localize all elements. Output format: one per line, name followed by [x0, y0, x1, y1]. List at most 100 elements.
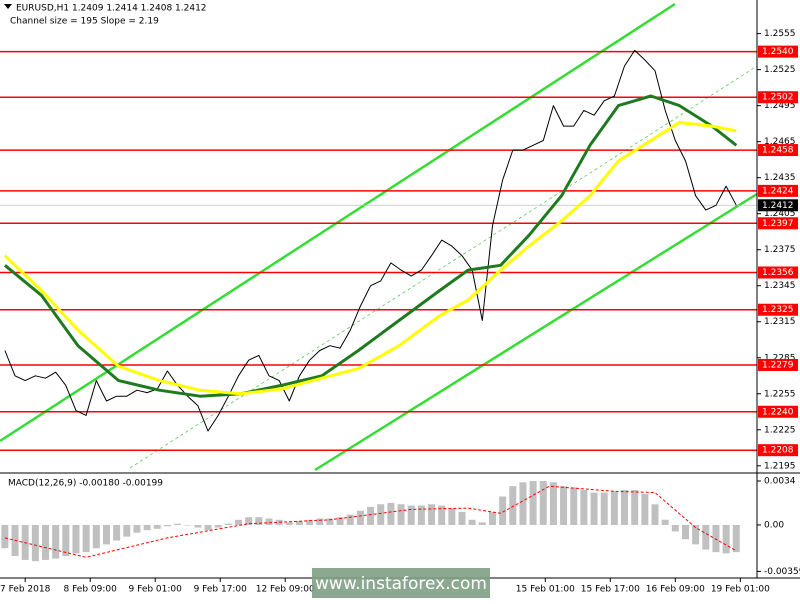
level-label-box [758, 217, 798, 230]
macd-title: MACD(12,26,9) -0.00180 -0.00199 [8, 479, 163, 489]
current-price-box [758, 199, 798, 212]
x-tick-label: 9 Feb 01:00 [129, 585, 183, 595]
histogram-bar [610, 491, 618, 525]
level-label: 1.2424 [762, 186, 794, 196]
histogram-bar [722, 524, 730, 554]
histogram-bar [712, 524, 720, 553]
histogram-bar [428, 504, 436, 525]
level-label-box [758, 184, 798, 197]
histogram-bar [123, 524, 131, 537]
level-label-box [758, 45, 798, 58]
histogram-bar [387, 502, 395, 525]
histogram-bar [265, 518, 273, 525]
y-tick-label: 1.2405 [764, 209, 796, 219]
histogram-bar [671, 524, 679, 532]
histogram-bar [346, 514, 354, 525]
histogram-bar [448, 508, 456, 525]
histogram-bar [82, 524, 90, 553]
level-label-box [758, 91, 798, 104]
histogram-bar [651, 504, 659, 525]
y-tick-label: -0.00359 [764, 567, 800, 577]
histogram-bar [397, 504, 405, 525]
channel-lower [314, 192, 758, 472]
histogram-bar [316, 518, 324, 525]
histogram-bar [499, 496, 507, 525]
y-tick-label: 0.00 [764, 520, 784, 530]
histogram-bar [549, 482, 557, 525]
x-tick-label: 12 Feb 09:00 [256, 585, 315, 595]
histogram-bar [478, 522, 486, 525]
x-tick-label: 7 Feb 2018 [0, 585, 51, 595]
watermark-box [312, 568, 490, 598]
y-tick-label: 1.2285 [764, 353, 796, 363]
y-tick-label: 1.2195 [764, 461, 796, 471]
y-tick-label: 0.0034 [764, 476, 796, 486]
level-label: 1.2240 [762, 407, 794, 417]
y-tick-label: 1.2225 [764, 425, 796, 435]
histogram-bar [367, 506, 375, 525]
histogram-bar [235, 519, 243, 525]
histogram-bar [458, 512, 466, 525]
histogram-bar [306, 519, 314, 525]
histogram-bar [377, 504, 385, 525]
x-tick-label: 15 Feb 17:00 [581, 585, 640, 595]
histogram-bar [72, 524, 80, 554]
histogram-bar [621, 490, 629, 525]
histogram-bar [539, 480, 547, 525]
menu-arrow[interactable] [4, 4, 12, 9]
histogram-bar [133, 524, 141, 533]
histogram-bar [174, 523, 182, 525]
histogram-bar [519, 482, 527, 525]
level-label: 1.2458 [762, 146, 794, 156]
histogram-bar [732, 524, 740, 553]
channel-middle [129, 65, 758, 469]
histogram-bar [509, 486, 517, 525]
histogram-bar [692, 524, 700, 545]
level-label-box [758, 266, 798, 279]
y-tick-label: 1.2255 [764, 389, 796, 399]
level-label-box [758, 144, 798, 157]
x-tick-label: 16 Feb 09:00 [646, 585, 705, 595]
histogram-bar [468, 519, 476, 525]
histogram-bar [488, 512, 496, 525]
x-tick-label: 15 Feb 01:00 [516, 585, 575, 595]
histogram-bar [245, 517, 253, 525]
histogram-bar [102, 524, 110, 545]
labels: 1.25551.25251.24951.24651.24351.24051.23… [0, 29, 800, 594]
x-tick-label: 8 Feb 09:00 [64, 585, 118, 595]
level-label: 1.2208 [762, 446, 794, 456]
level-label: 1.2325 [762, 305, 794, 315]
level-label: 1.2356 [762, 268, 794, 278]
histogram-bar [184, 524, 192, 526]
histogram-bar [153, 524, 161, 529]
y-tick-label: 1.2315 [764, 317, 796, 327]
histogram-bar [641, 493, 649, 525]
histogram-bar [631, 490, 639, 525]
level-label-box [758, 444, 798, 457]
watermark: www.instaforex.com [315, 574, 487, 594]
histogram-bar [255, 517, 263, 525]
histogram-bar [62, 524, 70, 557]
histogram-bar [214, 524, 222, 528]
histogram-bar [1, 524, 9, 549]
histogram-bar [285, 522, 293, 525]
histogram-bar [356, 510, 364, 525]
y-tick-label: 1.2375 [764, 245, 796, 255]
histogram-bar [600, 492, 608, 525]
level-label-box [758, 303, 798, 316]
annotation: Channel size = 195 Slope = 2.19 [10, 17, 159, 27]
level-label: 1.2279 [762, 360, 794, 370]
histogram-bar [417, 505, 425, 525]
y-tick-label: 1.2555 [764, 29, 796, 39]
current-price-label: 1.2412 [762, 201, 794, 211]
histogram-bar [580, 490, 588, 525]
y-tick-label: 1.2525 [764, 65, 796, 75]
level-label-box [758, 405, 798, 418]
y-tick-label: 1.2345 [764, 281, 796, 291]
series-line [3, 121, 737, 396]
histogram-bar [560, 486, 568, 525]
histogram-bar [113, 524, 121, 541]
histogram-bar [295, 521, 303, 525]
histogram-bar [42, 524, 50, 560]
